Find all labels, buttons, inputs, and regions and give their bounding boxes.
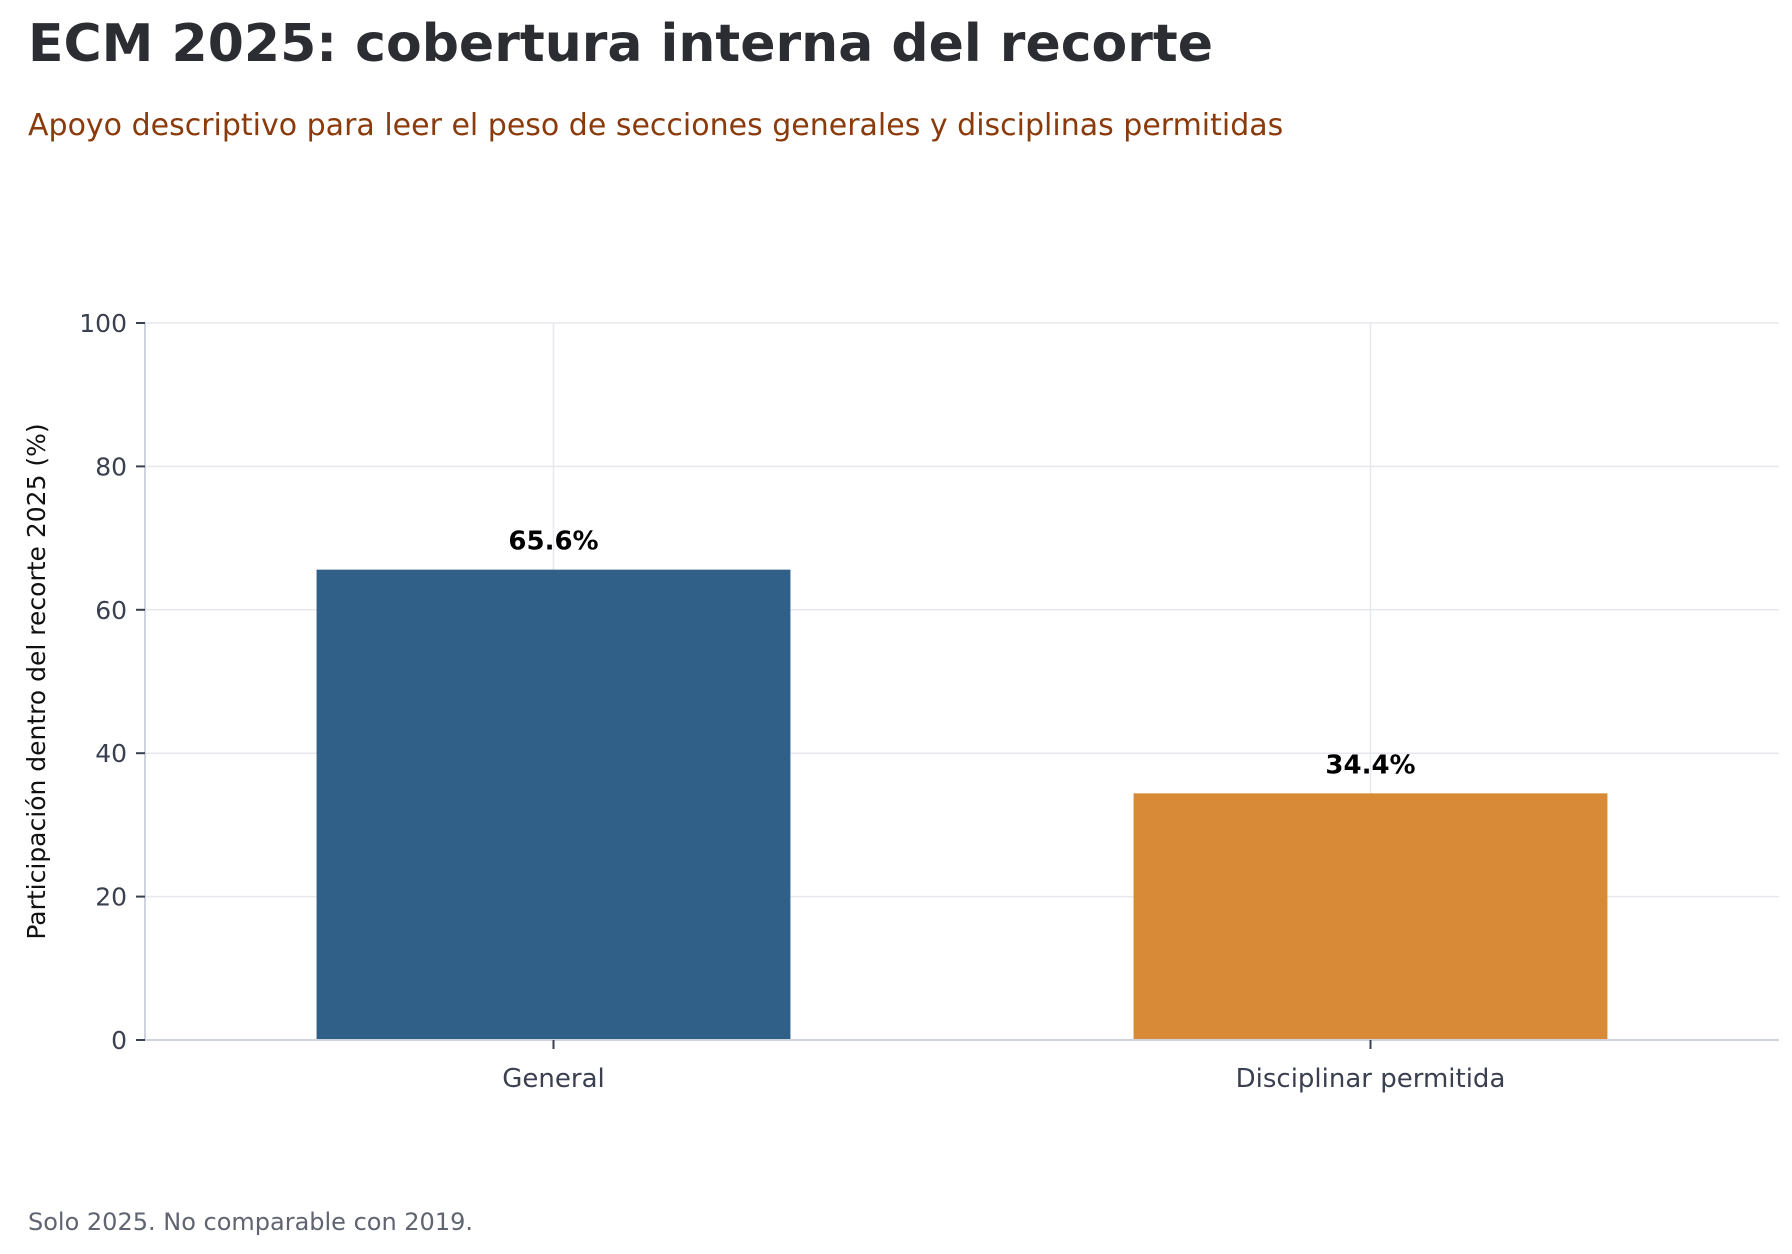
y-tick-label: 40 <box>95 739 127 768</box>
y-tick-label: 100 <box>79 309 127 338</box>
y-tick-label: 60 <box>95 596 127 625</box>
chart-subtitle: Apoyo descriptivo para leer el peso de s… <box>28 108 1284 143</box>
y-tick-label: 80 <box>95 452 127 481</box>
x-tick-label: General <box>502 1064 604 1094</box>
x-tick-label: Disciplinar permitida <box>1236 1064 1506 1094</box>
y-tick-label: 0 <box>111 1026 127 1055</box>
data-label: 34.4% <box>1325 750 1415 780</box>
chart-title: ECM 2025: cobertura interna del recorte <box>28 14 1214 74</box>
bar-general <box>316 569 791 1040</box>
footnote: Solo 2025. No comparable con 2019. <box>28 1208 473 1236</box>
data-label: 65.6% <box>508 527 598 557</box>
bar-disciplinar-permitida <box>1133 793 1608 1040</box>
y-axis-label: Participación dentro del recorte 2025 (%… <box>22 423 51 939</box>
y-tick-label: 20 <box>95 883 127 912</box>
